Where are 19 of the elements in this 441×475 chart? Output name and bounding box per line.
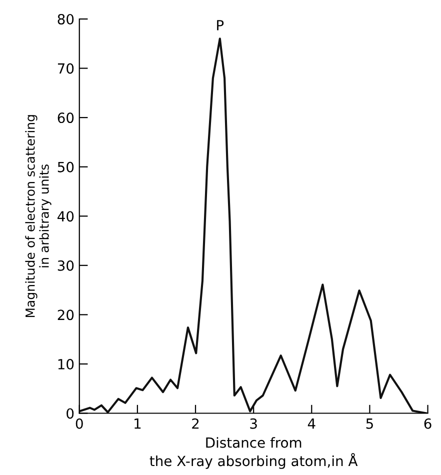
x-tick-label: 5 (366, 418, 373, 429)
x-axis-title: Distance from the X-ray absorbing atom,in Å (150, 437, 358, 469)
y-tick-label: 10 (58, 358, 74, 370)
y-tick-label: 0 (66, 408, 74, 419)
annotation: P (217, 20, 224, 30)
y-axis-title: Magnitude of electron scattering in arbitrary units (25, 115, 52, 318)
y-tick-label: 60 (58, 112, 74, 124)
x-tick-label: 4 (308, 418, 316, 429)
y-tick-label: 50 (58, 162, 74, 172)
x-tick-label: 2 (192, 418, 199, 429)
x-tick-label: 0 (76, 418, 83, 429)
y-tick-label: 80 (58, 14, 74, 24)
y-tick-label: 20 (58, 310, 74, 320)
y-tick-label: 30 (58, 260, 74, 271)
y-tick-label: 40 (58, 211, 74, 222)
y-tick-label: 70 (58, 63, 74, 74)
x-tick-label: 1 (134, 418, 141, 429)
x-tick-label: 3 (250, 418, 257, 429)
x-tick-label: 6 (424, 418, 432, 429)
